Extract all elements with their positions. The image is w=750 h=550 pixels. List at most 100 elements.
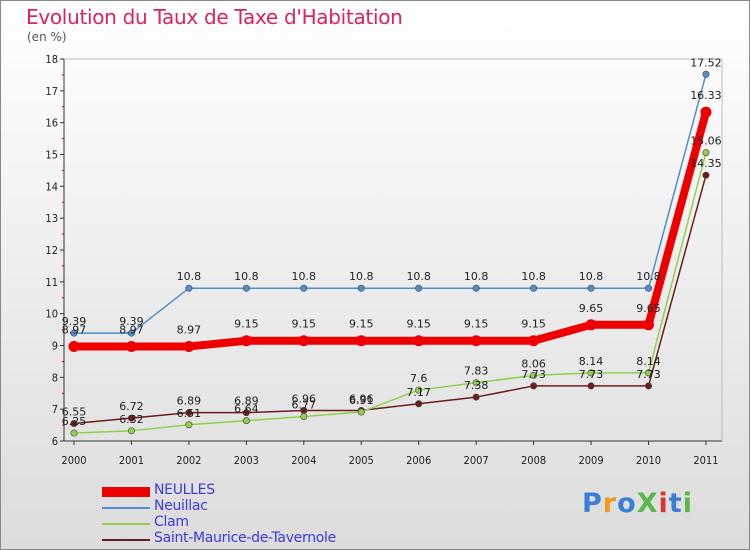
- data-point-neulles: [470, 335, 482, 347]
- data-point-neuillac: [242, 284, 250, 292]
- data-label-clam: 8.14: [636, 355, 661, 368]
- data-label-clam: 8.06: [521, 357, 546, 370]
- data-label-neuillac: 10.8: [636, 270, 661, 283]
- y-tick-label: 15: [45, 149, 58, 162]
- data-label-saint-maurice-de-tavernole: 14.35: [690, 157, 722, 170]
- x-tick-label: 2007: [464, 454, 489, 467]
- data-label-saint-maurice-de-tavernole: 7.73: [636, 368, 661, 381]
- data-point-clam: [415, 386, 423, 394]
- data-label-neulles: 9.15: [521, 318, 546, 331]
- data-label-neuillac: 10.8: [464, 270, 489, 283]
- data-point-clam: [242, 417, 250, 425]
- data-point-neuillac: [127, 329, 135, 337]
- y-tick-label: 17: [45, 85, 58, 98]
- data-label-clam: 6.64: [234, 403, 259, 416]
- data-label-neulles: 9.15: [292, 318, 317, 331]
- data-point-saint-maurice-de-tavernole: [70, 419, 78, 427]
- data-point-neulles: [298, 335, 310, 347]
- x-tick-label: 2011: [693, 454, 718, 467]
- data-point-saint-maurice-de-tavernole: [587, 382, 595, 390]
- series-line-neuillac: [73, 73, 707, 334]
- legend-label: Neuillac: [154, 498, 208, 514]
- data-label-clam: 8.14: [579, 355, 604, 368]
- data-label-neulles: 8.97: [62, 323, 87, 336]
- data-label-clam: 7.83: [464, 365, 489, 378]
- legend-label: Clam: [154, 514, 189, 530]
- data-point-clam: [472, 379, 480, 387]
- data-point-neulles: [700, 106, 712, 118]
- data-label-neuillac: 10.8: [349, 270, 374, 283]
- data-label-neuillac: 10.8: [406, 270, 431, 283]
- data-label-saint-maurice-de-tavernole: 6.89: [177, 395, 202, 408]
- data-label-neulles: 9.15: [406, 318, 431, 331]
- series-line-neulles: [70, 108, 710, 351]
- x-tick-label: 2004: [291, 454, 316, 467]
- data-label-neulles: 16.33: [690, 89, 722, 102]
- legend-swatch: [102, 507, 150, 509]
- y-tick-label: 11: [45, 276, 58, 289]
- data-point-neulles: [413, 335, 425, 347]
- data-point-neuillac: [185, 284, 193, 292]
- data-point-clam: [357, 408, 365, 416]
- data-label-clam: 15.06: [690, 135, 722, 148]
- x-tick-label: 2006: [406, 454, 431, 467]
- data-point-clam: [530, 371, 538, 379]
- data-point-saint-maurice-de-tavernole: [472, 393, 480, 401]
- data-point-neulles: [68, 340, 80, 352]
- data-point-clam: [644, 369, 652, 377]
- data-label-saint-maurice-de-tavernole: 7.17: [406, 386, 431, 399]
- y-tick-label: 7: [52, 403, 58, 416]
- data-point-neuillac: [702, 70, 710, 78]
- data-label-neulles: 8.97: [119, 323, 144, 336]
- logo-letter: P: [582, 488, 603, 519]
- data-label-neuillac: 10.8: [521, 270, 546, 283]
- x-tick-label: 2003: [234, 454, 259, 467]
- x-tick-label: 2005: [349, 454, 374, 467]
- data-label-neuillac: 9.39: [119, 315, 144, 328]
- data-label-clam: 6.51: [177, 407, 202, 420]
- data-label-neuillac: 10.8: [579, 270, 604, 283]
- value-labels: 6.55 6.72 6.89 6.89 6.96 6.96 7.17 7.38 7.73 7.73…: [62, 56, 722, 428]
- data-point-neulles: [585, 319, 597, 331]
- data-label-neulles: 8.97: [177, 323, 202, 336]
- data-point-clam: [702, 149, 710, 157]
- data-label-neulles: 9.15: [234, 318, 259, 331]
- data-label-saint-maurice-de-tavernole: 7.73: [521, 368, 546, 381]
- x-tick-label: 2000: [61, 454, 86, 467]
- legend-swatch: [102, 487, 150, 497]
- data-point-saint-maurice-de-tavernole: [127, 414, 135, 422]
- data-point-neuillac: [587, 284, 595, 292]
- y-tick-label: 13: [45, 212, 58, 225]
- logo-letter: o: [617, 488, 637, 519]
- data-point-clam: [127, 427, 135, 435]
- data-label-clam: 6.25: [62, 415, 87, 428]
- data-label-neulles: 9.65: [636, 302, 661, 315]
- legend-swatch: [102, 523, 150, 525]
- data-label-neulles: 9.15: [349, 318, 374, 331]
- data-point-saint-maurice-de-tavernole: [242, 409, 250, 417]
- data-point-clam: [587, 369, 595, 377]
- data-label-saint-maurice-de-tavernole: 6.89: [234, 395, 259, 408]
- data-point-neuillac: [357, 284, 365, 292]
- data-point-neuillac: [644, 284, 652, 292]
- legend-label: Saint-Maurice-de-Tavernole: [154, 530, 336, 546]
- data-label-saint-maurice-de-tavernole: 6.55: [62, 405, 87, 418]
- data-point-saint-maurice-de-tavernole: [530, 382, 538, 390]
- axes: 6 7 8 9 10 11 12 13 14 15 16 17 18 2000 2001 2002 2003 20…: [45, 53, 723, 467]
- y-tick-label: 12: [45, 244, 58, 257]
- data-point-neuillac: [70, 329, 78, 337]
- data-label-saint-maurice-de-tavernole: 6.96: [292, 392, 317, 405]
- y-tick-label: 18: [45, 53, 58, 66]
- data-label-clam: 7.6: [410, 372, 428, 385]
- data-label-neulles: 9.65: [579, 302, 604, 315]
- series-lines: [68, 70, 712, 437]
- data-point-clam: [185, 421, 193, 429]
- data-label-clam: 6.77: [292, 398, 317, 411]
- data-point-neuillac: [300, 284, 308, 292]
- data-point-saint-maurice-de-tavernole: [644, 382, 652, 390]
- series-line-clam: [73, 151, 707, 434]
- x-tick-label: 2008: [521, 454, 546, 467]
- data-point-neuillac: [415, 284, 423, 292]
